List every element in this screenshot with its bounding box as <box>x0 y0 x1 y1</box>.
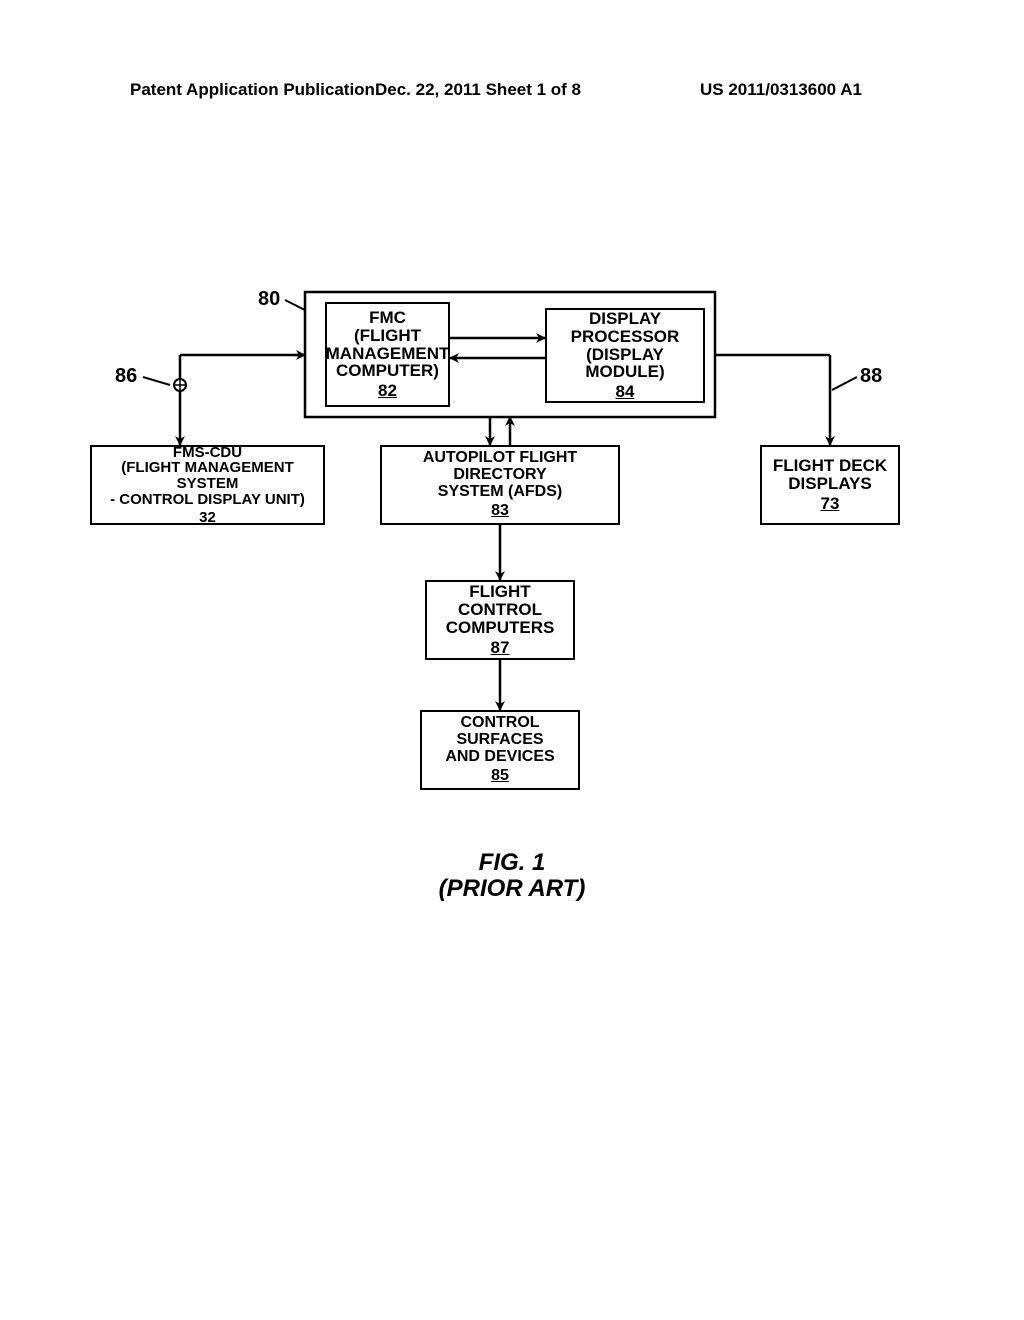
header-publication: Patent Application Publication <box>130 80 375 100</box>
fcc-ref: 87 <box>491 639 510 657</box>
cs-ref: 85 <box>491 768 509 785</box>
dp-line1: DISPLAY <box>589 310 661 328</box>
afds-ref: 83 <box>491 503 509 520</box>
fmscdu-line3: - CONTROL DISPLAY UNIT) <box>110 492 305 508</box>
figure-caption: FIG. 1 (PRIOR ART) <box>432 850 592 903</box>
cs-line1: CONTROL SURFACES <box>426 715 574 749</box>
fmc-line1: FMC <box>369 309 406 327</box>
dp-ref: 84 <box>616 383 635 401</box>
fcc-line1: FLIGHT CONTROL <box>431 583 569 619</box>
box-flight-deck-displays: FLIGHT DECK DISPLAYS 73 <box>760 445 900 525</box>
fmscdu-ref: 32 <box>199 510 216 526</box>
header-patent-number: US 2011/0313600 A1 <box>700 80 862 100</box>
fmc-line4: COMPUTER) <box>336 362 439 380</box>
fdd-ref: 73 <box>821 495 840 513</box>
box-fmc: FMC (FLIGHT MANAGEMENT COMPUTER) 82 <box>325 302 450 407</box>
caption-line1: FIG. 1 <box>432 850 592 876</box>
afds-line2: SYSTEM (AFDS) <box>438 484 562 501</box>
box-flight-control-computers: FLIGHT CONTROL COMPUTERS 87 <box>425 580 575 660</box>
fmc-line2: (FLIGHT <box>354 327 421 345</box>
header-date-sheet: Dec. 22, 2011 Sheet 1 of 8 <box>375 80 581 100</box>
fmscdu-line1: FMS-CDU <box>173 445 242 461</box>
ref-label-86: 86 <box>115 365 137 388</box>
fmc-ref: 82 <box>378 382 397 400</box>
box-display-processor: DISPLAY PROCESSOR (DISPLAY MODULE) 84 <box>545 308 705 403</box>
box-control-surfaces: CONTROL SURFACES AND DEVICES 85 <box>420 710 580 790</box>
box-fms-cdu: FMS-CDU (FLIGHT MANAGEMENT SYSTEM - CONT… <box>90 445 325 525</box>
box-afds: AUTOPILOT FLIGHT DIRECTORY SYSTEM (AFDS)… <box>380 445 620 525</box>
fcc-line2: COMPUTERS <box>446 619 555 637</box>
caption-line2: (PRIOR ART) <box>432 876 592 902</box>
fmc-line3: MANAGEMENT <box>326 345 450 363</box>
ref-label-80: 80 <box>258 288 280 311</box>
block-diagram: 80 86 88 FMC (FLIGHT MANAGEMENT COMPUTER… <box>130 280 900 840</box>
afds-line1: AUTOPILOT FLIGHT DIRECTORY <box>386 450 614 484</box>
fdd-line1: FLIGHT DECK <box>773 457 887 475</box>
dp-line3: (DISPLAY MODULE) <box>551 346 699 382</box>
fmscdu-line2: (FLIGHT MANAGEMENT SYSTEM <box>96 460 319 492</box>
ref-label-88: 88 <box>860 365 882 388</box>
fdd-line2: DISPLAYS <box>788 475 871 493</box>
dp-line2: PROCESSOR <box>571 328 680 346</box>
cs-line2: AND DEVICES <box>445 749 554 766</box>
